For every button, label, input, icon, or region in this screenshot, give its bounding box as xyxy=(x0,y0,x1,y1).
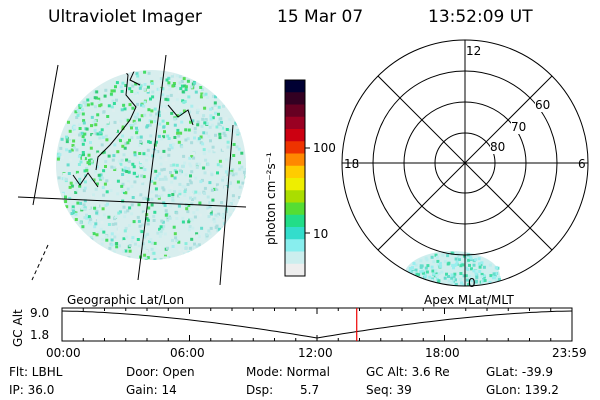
info-ip: IP: 36.0 xyxy=(9,383,55,397)
timeline-xtick-0600: 06:00 xyxy=(170,346,205,360)
altitude-curve xyxy=(61,310,573,339)
colorbar-swatch xyxy=(285,214,305,228)
info-glat: GLat: -39.9 xyxy=(486,365,553,379)
colorbar-swatch xyxy=(285,263,305,277)
colorbar-swatch xyxy=(285,129,305,142)
mlt-label-0: 0 xyxy=(468,276,476,290)
coastline xyxy=(72,70,194,188)
timeline-ylabel: GC Alt xyxy=(11,309,25,347)
timeline-ytick-low: 1.8 xyxy=(30,328,50,342)
apex-label: Apex MLat/MLT xyxy=(424,293,514,307)
geographic-disk xyxy=(56,70,246,260)
timeline-xtick-1200: 12:00 xyxy=(298,346,333,360)
info-door: Door: Open xyxy=(126,365,195,379)
colorbar-swatch xyxy=(285,153,305,167)
graticule xyxy=(17,54,247,286)
mlt-label-18: 18 xyxy=(344,157,360,171)
geographic-emission-dots xyxy=(56,70,246,260)
time-label: 13:52:09 UT xyxy=(428,7,533,27)
timeline-xtick-2359: 23:59 xyxy=(552,346,587,360)
timeline-ytick-high: 9.0 xyxy=(30,306,50,320)
lat-label-70: 70 xyxy=(511,120,527,134)
colorbar-tick-10: 10 xyxy=(313,227,329,241)
info-gain: Gain: 14 xyxy=(126,383,177,397)
colorbar-swatch xyxy=(285,104,305,118)
info-dsp-label: Dsp: xyxy=(246,383,274,397)
mlt-label-6: 6 xyxy=(578,157,586,171)
colorbar-swatch xyxy=(285,141,305,154)
lat-label-80: 80 xyxy=(490,140,506,154)
colorbar-swatch xyxy=(285,227,305,240)
colorbar xyxy=(284,79,310,277)
info-seq: Seq: 39 xyxy=(366,383,412,397)
lat-label-60: 60 xyxy=(535,98,551,112)
timeline-xtick-1800: 18:00 xyxy=(425,346,460,360)
date-label: 15 Mar 07 xyxy=(277,7,364,27)
colorbar-swatch xyxy=(285,116,305,130)
info-mode: Mode: Normal xyxy=(246,365,330,379)
instrument-title: Ultraviolet Imager xyxy=(48,7,202,27)
timeline-plot xyxy=(61,307,573,342)
colorbar-swatch xyxy=(285,190,305,203)
info-flt: Flt: LBHL xyxy=(9,365,63,379)
colorbar-tick-100: 100 xyxy=(313,141,336,155)
colorbar-swatch xyxy=(285,92,305,105)
colorbar-swatch xyxy=(285,251,305,265)
polar-plot xyxy=(341,39,589,287)
geographic-image xyxy=(17,54,247,286)
colorbar-unit-label: photon cm⁻²s⁻¹ xyxy=(264,152,278,245)
colorbar-swatch xyxy=(285,165,305,179)
colorbar-swatch xyxy=(285,202,305,216)
colorbar-swatch xyxy=(285,178,305,191)
info-gc-alt: GC Alt: 3.6 Re xyxy=(366,365,450,379)
timeline-xtick-0000: 00:00 xyxy=(46,346,81,360)
geographic-label: Geographic Lat/Lon xyxy=(67,293,185,307)
info-glon: GLon: 139.2 xyxy=(486,383,559,397)
mlt-label-12: 12 xyxy=(466,44,482,58)
colorbar-swatch xyxy=(285,80,305,93)
colorbar-swatch xyxy=(285,239,305,252)
info-dsp-value: 5.7 xyxy=(300,383,320,397)
